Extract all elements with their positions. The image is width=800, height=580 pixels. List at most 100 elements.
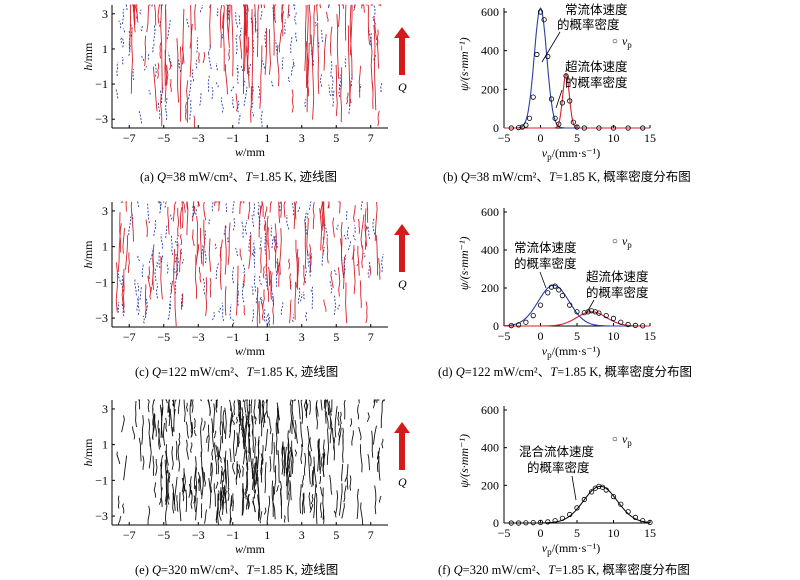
particle-track [323, 222, 328, 237]
particle-track [213, 483, 216, 507]
y-axis-label: ψ/(s·mm⁻¹) [457, 236, 471, 290]
particle-track [132, 426, 136, 440]
particle-track [340, 221, 343, 257]
x-axis-label: vp/(mm·s⁻¹) [542, 146, 600, 162]
data-point [563, 73, 569, 79]
particle-track [278, 29, 283, 53]
particle-track [304, 217, 308, 235]
particle-track [161, 399, 164, 416]
particle-track [360, 502, 364, 525]
particle-track [156, 260, 159, 268]
particle-track [231, 96, 235, 109]
particle-track [128, 41, 131, 56]
particle-track [122, 8, 125, 25]
particle-track [371, 430, 374, 458]
particle-track [148, 418, 151, 447]
particle-track [281, 445, 284, 475]
particle-track [229, 448, 232, 462]
particle-track [167, 206, 170, 235]
panel-e: −7 −5 −3 −1 1 3 5 7 3 1 −1 −3 h/mm w/mm Q [81, 399, 410, 556]
data-point [508, 322, 514, 329]
particle-track [147, 399, 150, 413]
x-tick-label: 3 [299, 528, 305, 542]
particle-track [377, 39, 380, 69]
particle-track [264, 222, 268, 267]
particle-track [228, 399, 232, 411]
particle-track [235, 416, 238, 424]
particle-track [269, 201, 272, 213]
y-tick-label: 600 [481, 403, 499, 417]
heat-flux-arrow-head [394, 27, 410, 38]
particle-track [291, 201, 294, 216]
tracks-layer [115, 4, 383, 128]
particle-track [238, 113, 242, 124]
particle-track [263, 507, 267, 515]
particle-track [242, 399, 244, 403]
particle-track [271, 480, 274, 505]
particle-track [208, 238, 211, 272]
particle-track [130, 24, 133, 37]
particle-track [244, 7, 247, 71]
particle-track [174, 239, 178, 247]
particle-track [182, 486, 185, 502]
heat-flux-arrow-label: Q [398, 80, 407, 94]
data-point [552, 115, 558, 121]
particle-track [144, 35, 147, 67]
legend-marker: ○ [612, 36, 618, 47]
particle-track [274, 39, 279, 55]
particle-track [215, 444, 218, 458]
particle-track [121, 37, 125, 48]
data-point [515, 125, 522, 131]
x-axis-label: w/mm [235, 145, 266, 159]
particle-track [230, 405, 234, 417]
particle-track [226, 4, 229, 21]
particle-track [222, 4, 225, 72]
particle-track [310, 34, 315, 120]
particle-track [254, 436, 257, 459]
particle-track [137, 255, 140, 262]
particle-track [193, 201, 195, 211]
particle-track [232, 201, 235, 214]
particle-track [192, 229, 195, 247]
x-tick-label: −5 [498, 131, 511, 145]
particle-track [120, 37, 123, 44]
particle-track [170, 79, 172, 93]
particle-track [142, 315, 145, 324]
particle-track [319, 456, 323, 474]
particle-track [215, 82, 219, 88]
y-tick-label: 1 [102, 240, 108, 254]
particle-track [152, 43, 155, 53]
particle-track [147, 276, 151, 293]
particle-track [164, 459, 168, 488]
particle-track [251, 111, 255, 117]
particle-track [152, 399, 155, 411]
particle-track [338, 74, 341, 90]
particle-track [200, 399, 203, 401]
particle-track [227, 4, 230, 7]
particle-track [311, 290, 314, 309]
particle-track [172, 492, 175, 514]
data-point [523, 319, 529, 325]
particle-track [257, 436, 260, 469]
x-tick-label: −5 [157, 330, 170, 344]
particle-track [284, 446, 288, 479]
particle-track [239, 35, 243, 60]
particle-track [275, 233, 278, 248]
data-point [599, 484, 606, 490]
particle-track [332, 90, 335, 107]
particle-track [334, 406, 338, 438]
particle-track [194, 485, 197, 512]
x-tick-label: −3 [192, 528, 205, 542]
data-point [647, 519, 653, 526]
particle-track [148, 253, 153, 264]
data-point [545, 290, 551, 296]
particle-track [241, 465, 244, 477]
particle-track [165, 399, 168, 404]
particle-track [326, 431, 330, 465]
particle-track [123, 268, 125, 308]
panel-c: −7 −5 −3 −1 1 3 5 7 3 1 −1 −3 h/mm w/mm Q [81, 201, 410, 358]
particle-track [210, 462, 212, 476]
particle-track [373, 15, 378, 41]
particle-track [136, 201, 140, 208]
particle-track [219, 487, 222, 511]
